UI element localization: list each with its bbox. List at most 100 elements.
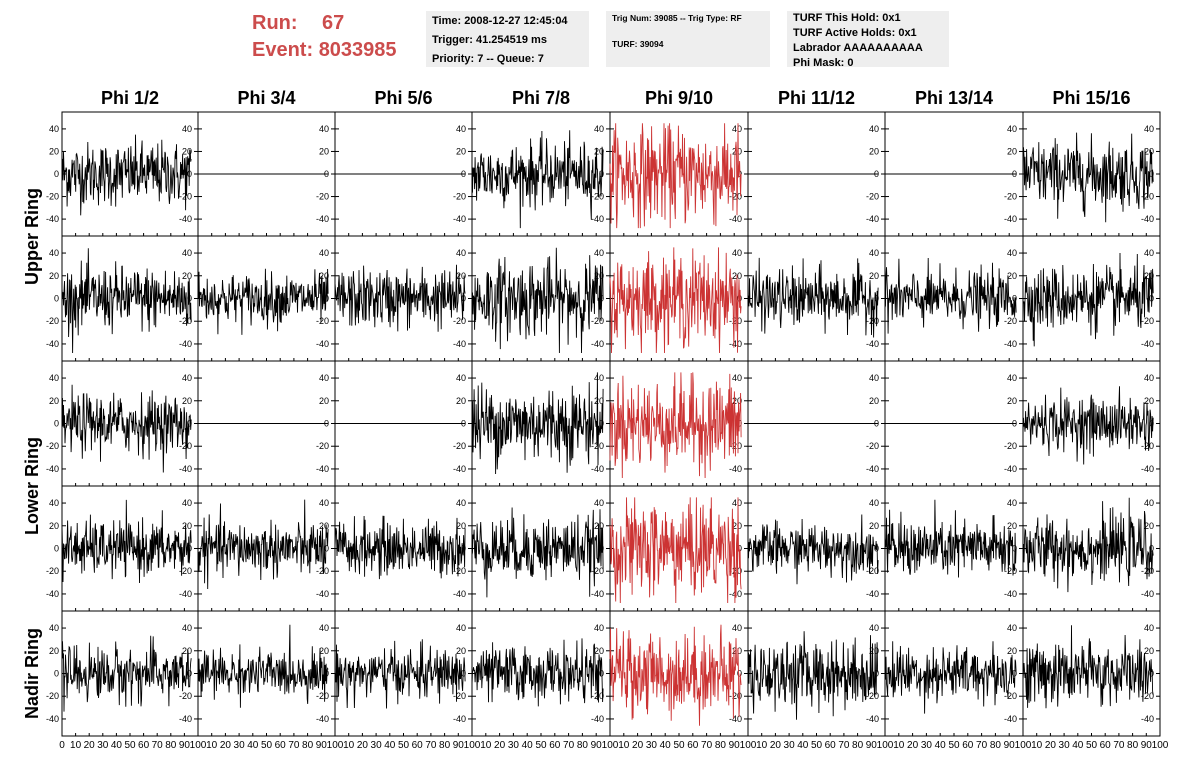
y-tick-label: -40 (1004, 214, 1017, 224)
waveform-trace (334, 639, 466, 709)
y-tick-label: 40 (182, 248, 192, 258)
column-title: Phi 15/16 (1052, 88, 1130, 108)
y-tick-label: 40 (182, 623, 192, 633)
y-tick-label: -40 (453, 589, 466, 599)
y-tick-label: 40 (319, 124, 329, 134)
waveform-trace (747, 514, 879, 585)
row-label: Nadir Ring (22, 628, 42, 719)
y-tick-label: 40 (594, 373, 604, 383)
x-tick-label: 10 (893, 740, 905, 751)
x-tick-label: 90 (316, 740, 328, 751)
y-tick-label: 20 (1007, 521, 1017, 531)
x-tick-label: 40 (935, 740, 947, 751)
x-tick-label: 50 (811, 740, 823, 751)
turf-hold-line: TURF This Hold: 0x1 (793, 12, 901, 24)
y-tick-label: 40 (869, 373, 879, 383)
y-tick-label: 0 (1149, 169, 1154, 179)
y-tick-label: -40 (1141, 214, 1154, 224)
y-tick-label: 40 (732, 498, 742, 508)
y-tick-label: 20 (1007, 146, 1017, 156)
y-tick-label: 40 (49, 623, 59, 633)
y-tick-label: -20 (866, 192, 879, 202)
y-tick-label: 40 (456, 498, 466, 508)
column-title: Phi 13/14 (915, 88, 993, 108)
y-tick-label: 20 (456, 396, 466, 406)
x-tick-label: 50 (398, 740, 410, 751)
x-tick-label: 60 (549, 740, 561, 751)
y-tick-label: 40 (869, 623, 879, 633)
y-tick-label: 20 (1007, 271, 1017, 281)
x-tick-label: 30 (234, 740, 246, 751)
y-tick-label: 40 (319, 498, 329, 508)
x-tick-label: 10 (618, 740, 630, 751)
y-tick-label: 20 (1144, 146, 1154, 156)
x-tick-label: 40 (797, 740, 809, 751)
y-tick-label: 40 (319, 623, 329, 633)
x-tick-label: 40 (1072, 740, 1084, 751)
x-tick-label: 80 (852, 740, 864, 751)
column-title: Phi 11/12 (778, 88, 855, 108)
y-tick-label: 40 (182, 498, 192, 508)
y-tick-label: 20 (1144, 396, 1154, 406)
y-tick-label: 20 (1144, 271, 1154, 281)
y-tick-label: -40 (1141, 339, 1154, 349)
y-tick-label: 20 (49, 146, 59, 156)
x-tick-label: 90 (179, 740, 191, 751)
y-tick-label: 40 (869, 124, 879, 134)
y-tick-label: -20 (591, 316, 604, 326)
y-tick-label: -40 (316, 214, 329, 224)
x-tick-label: 30 (646, 740, 658, 751)
x-tick-label: 80 (165, 740, 177, 751)
y-tick-label: -40 (866, 214, 879, 224)
waveform-trace (334, 264, 466, 332)
x-tick-label: 50 (948, 740, 960, 751)
y-tick-label: 20 (319, 521, 329, 531)
y-tick-label: -40 (1141, 589, 1154, 599)
waveform-trace (884, 257, 1017, 334)
x-tick-label: 60 (275, 740, 287, 751)
waveform-trace (1022, 497, 1154, 593)
column-title: Phi 1/2 (101, 88, 159, 108)
x-tick-label: 60 (962, 740, 974, 751)
y-tick-label: 40 (182, 373, 192, 383)
y-tick-label: 40 (1144, 248, 1154, 258)
x-tick-label: 80 (439, 740, 451, 751)
waveform-trace (61, 384, 192, 473)
x-tick-label: 10 (1031, 740, 1043, 751)
event-label: Event: (252, 39, 314, 61)
y-tick-label: -20 (46, 192, 59, 202)
y-tick-label: -40 (46, 214, 59, 224)
y-tick-label: -40 (591, 339, 604, 349)
y-tick-label: -20 (729, 691, 742, 701)
run-label: Run: (252, 12, 298, 34)
y-tick-label: -40 (1004, 464, 1017, 474)
y-tick-label: 40 (319, 373, 329, 383)
y-tick-label: -20 (729, 192, 742, 202)
y-tick-label: 40 (182, 124, 192, 134)
y-tick-label: -20 (179, 316, 192, 326)
y-tick-label: 40 (49, 124, 59, 134)
y-tick-label: 20 (732, 146, 742, 156)
y-tick-label: -40 (729, 214, 742, 224)
x-tick-label: 70 (976, 740, 988, 751)
y-tick-label: 40 (1007, 373, 1017, 383)
y-tick-label: 0 (54, 169, 59, 179)
y-tick-label: 0 (54, 294, 59, 304)
waveform-trace (609, 123, 742, 229)
x-tick-label: 100 (1015, 740, 1032, 751)
y-tick-label: 20 (869, 396, 879, 406)
x-tick-label: 100 (327, 740, 344, 751)
column-title: Phi 9/10 (645, 88, 713, 108)
y-tick-label: 40 (1007, 124, 1017, 134)
y-tick-label: -20 (46, 316, 59, 326)
x-tick-label: 60 (412, 740, 424, 751)
y-tick-label: -20 (1141, 316, 1154, 326)
y-tick-label: 40 (594, 623, 604, 633)
y-tick-label: -40 (866, 339, 879, 349)
x-tick-label: 70 (152, 740, 164, 751)
x-tick-label: 90 (1004, 740, 1016, 751)
x-tick-label: 80 (1127, 740, 1139, 751)
y-tick-label: -20 (866, 441, 879, 451)
priority-line: Priority: 7 -- Queue: 7 (432, 53, 544, 65)
y-tick-label: 40 (456, 623, 466, 633)
